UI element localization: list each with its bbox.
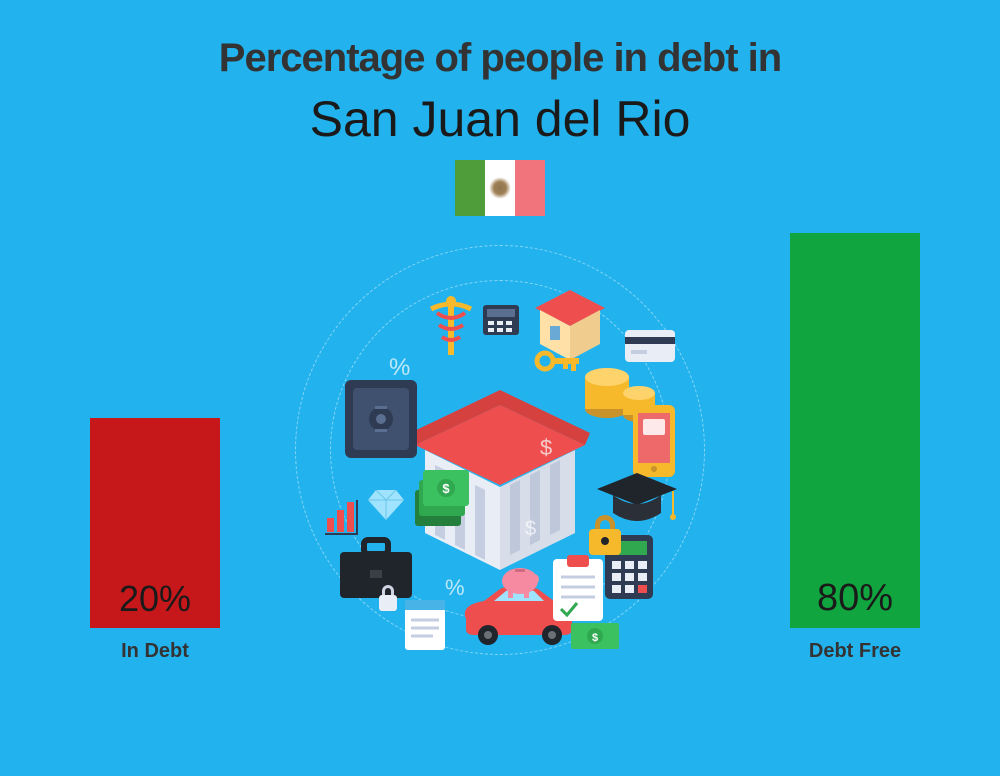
bar-in-debt: 20%	[90, 418, 220, 628]
banknote-icon: $	[571, 623, 619, 649]
briefcase-icon	[340, 540, 412, 598]
credit-card-icon	[625, 330, 675, 362]
clipboard-icon	[553, 555, 603, 621]
finance-icons-svg: $	[285, 235, 715, 665]
small-calculator-icon	[483, 305, 519, 335]
mexico-flag-icon	[455, 160, 545, 216]
safe-icon	[345, 380, 417, 458]
title-line-1: Percentage of people in debt in	[0, 36, 1000, 81]
barchart-mini-icon	[325, 500, 357, 534]
flag-stripe-right	[515, 160, 545, 216]
title-line-2: San Juan del Rio	[0, 90, 1000, 148]
bar-in-debt-value: 20%	[90, 578, 220, 620]
bar-debt-free-label: Debt Free	[780, 640, 930, 663]
finance-illustration: $	[285, 235, 715, 665]
padlock-icon	[589, 515, 621, 555]
cash-stack-icon: $	[415, 470, 469, 526]
house-icon	[535, 290, 605, 360]
percent-icon: %	[389, 354, 410, 381]
bar-group-in-debt: 20% In Debt	[80, 418, 230, 663]
caduceus-icon	[431, 296, 471, 355]
diamond-icon	[368, 490, 404, 520]
flag-stripe-left	[455, 160, 485, 216]
graduation-cap-icon	[597, 473, 677, 521]
bar-in-debt-label: In Debt	[80, 640, 230, 663]
bar-debt-free-value: 80%	[790, 577, 920, 620]
dollar-icon: $	[540, 435, 552, 460]
percent-icon: %	[445, 575, 465, 600]
document-icon	[405, 600, 445, 650]
smartphone-icon	[633, 405, 675, 477]
svg-text:$: $	[442, 481, 450, 496]
bar-debt-free: 80%	[790, 233, 920, 628]
bar-group-debt-free: 80% Debt Free	[780, 233, 930, 663]
svg-text:$: $	[592, 632, 598, 644]
flag-emblem-icon	[489, 177, 511, 199]
dollar-icon: $	[525, 518, 536, 540]
